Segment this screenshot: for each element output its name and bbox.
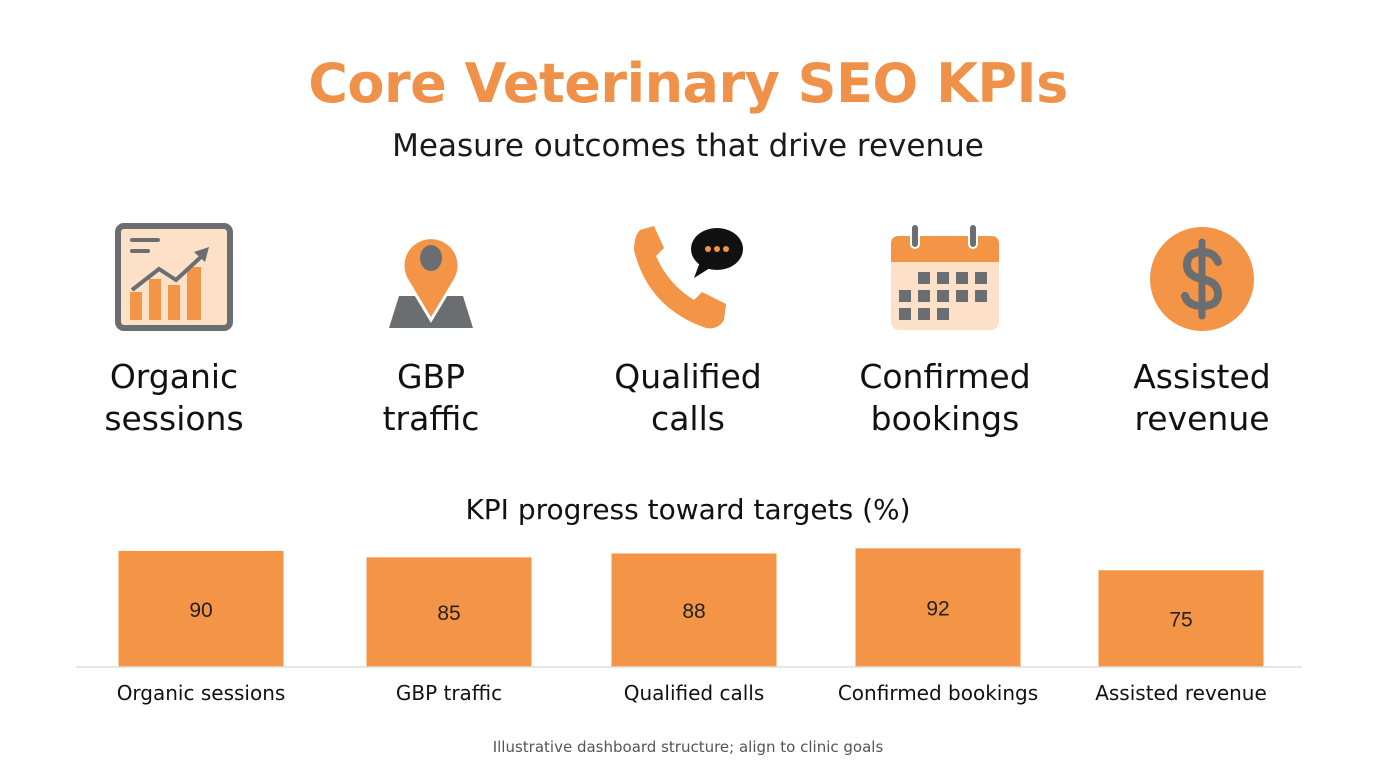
kpi-label-line1: Confirmed — [859, 357, 1031, 396]
bar — [1098, 570, 1264, 667]
bar — [118, 550, 284, 667]
map-pin-icon — [389, 236, 473, 328]
bar — [611, 553, 777, 667]
kpi-organic-sessions: Organic sessions — [54, 222, 294, 440]
phone-chat-icon — [634, 226, 743, 329]
category-label: GBP traffic — [396, 681, 502, 705]
calendar-icon — [891, 223, 999, 330]
bar — [366, 557, 532, 667]
bar-value-label: 90 — [189, 599, 212, 622]
kpi-label-line1: Assisted — [1133, 357, 1271, 396]
dollar-coin-icon — [1150, 227, 1254, 331]
kpi-label-line2: bookings — [870, 399, 1020, 438]
bar-value-label: 85 — [437, 602, 460, 625]
bar-value-label: 75 — [1169, 609, 1192, 632]
kpi-label-line2: revenue — [1134, 399, 1270, 438]
category-label: Assisted revenue — [1095, 681, 1267, 705]
bar-value-label: 88 — [682, 600, 705, 623]
chart-title: KPI progress toward targets (%) — [465, 493, 911, 526]
kpi-label-line1: Qualified — [614, 357, 762, 396]
kpi-confirmed-bookings: Confirmed bookings — [825, 222, 1065, 440]
category-label: Qualified calls — [624, 681, 765, 705]
footnote: Illustrative dashboard structure; align … — [492, 738, 884, 756]
kpi-bar-chart: 90 Organic sessions 85 GBP traffic 88 Qualifi… — [76, 548, 1302, 705]
category-label: Confirmed bookings — [838, 681, 1038, 705]
bar-value-label: 92 — [926, 598, 949, 621]
analytics-chart-icon — [115, 223, 233, 331]
kpi-label-line1: Organic — [109, 357, 239, 396]
kpi-assisted-revenue: Assisted revenue — [1082, 222, 1322, 440]
kpi-gbp-traffic: GBP traffic — [311, 222, 551, 440]
kpi-label-line2: sessions — [104, 399, 244, 438]
page-subtitle: Measure outcomes that drive revenue — [392, 128, 984, 164]
page-title: Core Veterinary SEO KPIs — [308, 52, 1068, 115]
kpi-label-line1: GBP — [396, 357, 466, 396]
category-label: Organic sessions — [117, 681, 286, 705]
kpi-qualified-calls: Qualified calls — [568, 222, 808, 440]
bar — [855, 548, 1021, 667]
kpi-label-line2: traffic — [382, 399, 480, 438]
kpi-label-line2: calls — [651, 399, 725, 438]
